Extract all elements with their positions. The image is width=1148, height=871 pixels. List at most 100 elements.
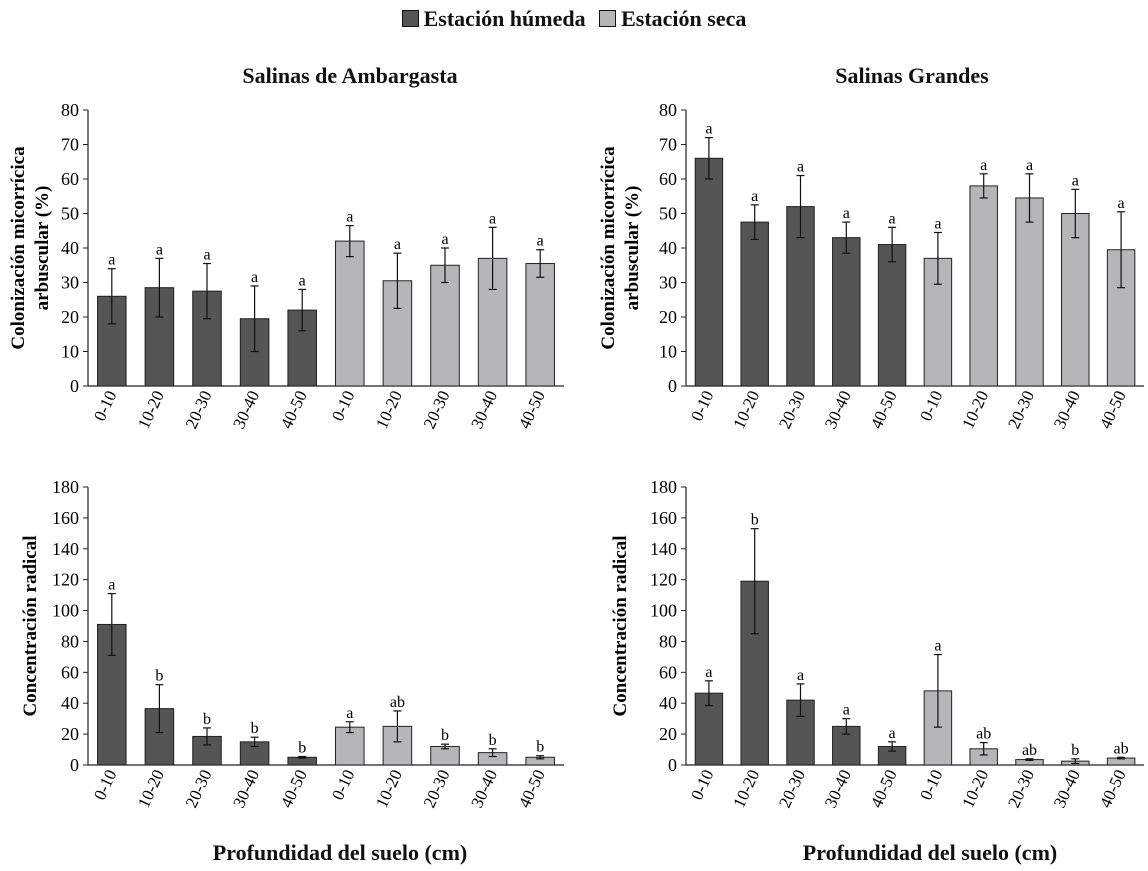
bar-wet — [694, 157, 724, 387]
significance-letter: ab — [1114, 740, 1129, 757]
significance-letter: b — [489, 732, 497, 749]
significance-letter: a — [108, 252, 115, 269]
y-axis-label: Concentración radical — [20, 535, 41, 716]
y-tick-label: 10 — [659, 342, 677, 362]
legend-swatch-dry — [599, 9, 617, 27]
significance-letter: a — [751, 188, 758, 205]
x-tick-label: 30-40 — [467, 388, 501, 432]
bar-dry — [335, 726, 365, 766]
x-axis-label-right: Profundidad del suelo (cm) — [802, 840, 1058, 865]
chart-grandes-concentracion: 0 20 40 60 80 100 120 140 160 180 Concentración ra… — [610, 477, 1144, 811]
significance-letter: a — [108, 577, 115, 594]
y-tick-label: 140 — [52, 539, 79, 559]
y-tick-label: 70 — [659, 135, 677, 155]
y-tick-label: 50 — [61, 204, 79, 224]
y-tick-label: 60 — [61, 169, 79, 189]
x-tick-label: 20-30 — [420, 388, 454, 432]
y-tick-label: 60 — [659, 662, 677, 682]
legend-item-dry: Estación seca — [599, 6, 746, 32]
significance-letter: a — [489, 210, 496, 227]
x-tick-label: 10-20 — [372, 388, 406, 432]
x-tick-label: 0-10 — [90, 767, 120, 803]
legend-label-wet: Estación húmeda — [423, 5, 586, 31]
y-tick-label: 40 — [61, 238, 79, 258]
y-tick-label: 30 — [61, 273, 79, 293]
y-axis-label: arbuscular (%) — [32, 186, 53, 311]
y-tick-label: 0 — [70, 755, 79, 775]
x-tick-label: 10-20 — [958, 388, 992, 432]
y-tick-label: 0 — [70, 376, 79, 396]
significance-letter: a — [889, 210, 896, 227]
significance-letter: a — [934, 638, 941, 655]
x-tick-label: 40-50 — [515, 388, 549, 432]
y-tick-label: 0 — [668, 755, 677, 775]
y-tick-label: 60 — [61, 662, 79, 682]
bar-dry — [430, 264, 460, 387]
significance-letter: b — [251, 720, 259, 737]
y-tick-label: 20 — [659, 724, 677, 744]
significance-letter: ab — [976, 726, 991, 743]
legend-label-dry: Estación seca — [621, 5, 747, 31]
significance-letter: a — [705, 121, 712, 138]
significance-letter: b — [751, 512, 759, 529]
x-tick-label: 30-40 — [467, 767, 501, 811]
x-tick-label: 20-30 — [775, 767, 809, 811]
significance-letter: a — [1072, 172, 1079, 189]
y-tick-label: 40 — [61, 693, 79, 713]
legend-swatch-wet — [401, 9, 419, 27]
x-tick-label: 40-50 — [515, 767, 549, 811]
x-tick-label: 20-30 — [182, 388, 216, 432]
legend-item-wet: Estación húmeda — [401, 5, 586, 32]
y-axis-label: Colonización micorrícica — [598, 146, 619, 350]
y-tick-label: 120 — [52, 570, 79, 590]
x-tick-label: 10-20 — [372, 767, 406, 811]
y-tick-label: 60 — [659, 169, 677, 189]
x-tick-label: 10-20 — [958, 767, 992, 811]
bar-dry — [525, 263, 555, 387]
x-tick-label: 30-40 — [229, 767, 263, 811]
y-tick-label: 40 — [659, 693, 677, 713]
y-tick-label: 120 — [650, 570, 677, 590]
x-tick-label: 10-20 — [134, 388, 168, 432]
x-tick-label: 30-40 — [1050, 388, 1084, 432]
y-tick-label: 20 — [659, 307, 677, 327]
significance-letter: a — [394, 236, 401, 253]
significance-letter: a — [843, 702, 850, 719]
x-tick-label: 0-10 — [916, 388, 946, 424]
x-tick-label: 10-20 — [729, 767, 763, 811]
significance-letter: ab — [1022, 742, 1037, 759]
bar-wet — [239, 318, 270, 387]
significance-letter: a — [1118, 195, 1125, 212]
x-tick-label: 20-30 — [1004, 767, 1038, 811]
y-tick-label: 0 — [668, 376, 677, 396]
significance-letter: a — [537, 233, 544, 250]
bar-wet — [877, 244, 907, 387]
significance-letter: b — [298, 740, 306, 757]
significance-letter: a — [251, 269, 258, 286]
significance-letter: a — [156, 241, 163, 258]
legend: Estación húmeda Estación seca — [0, 4, 1148, 32]
x-tick-label: 40-50 — [277, 767, 311, 811]
y-tick-label: 30 — [659, 273, 677, 293]
x-tick-label: 30-40 — [821, 767, 855, 811]
y-tick-label: 50 — [659, 204, 677, 224]
y-tick-label: 10 — [61, 342, 79, 362]
y-tick-label: 160 — [52, 508, 79, 528]
x-tick-label: 10-20 — [729, 388, 763, 432]
x-tick-label: 0-10 — [687, 388, 717, 424]
y-axis-label: Colonización micorrícica — [8, 146, 29, 350]
x-tick-label: 30-40 — [821, 388, 855, 432]
significance-letter: a — [203, 247, 210, 264]
y-tick-label: 180 — [650, 477, 677, 497]
y-axis-label: Concentración radical — [610, 535, 631, 716]
significance-letter: a — [889, 725, 896, 742]
x-tick-label: 20-30 — [1004, 388, 1038, 432]
y-tick-label: 40 — [659, 238, 677, 258]
y-tick-label: 80 — [659, 100, 677, 120]
x-tick-label: 40-50 — [867, 388, 901, 432]
y-tick-label: 160 — [650, 508, 677, 528]
x-tick-label: 30-40 — [1050, 767, 1084, 811]
panel-title-right: Salinas Grandes — [835, 63, 989, 88]
y-tick-label: 140 — [650, 539, 677, 559]
significance-letter: a — [797, 667, 804, 684]
